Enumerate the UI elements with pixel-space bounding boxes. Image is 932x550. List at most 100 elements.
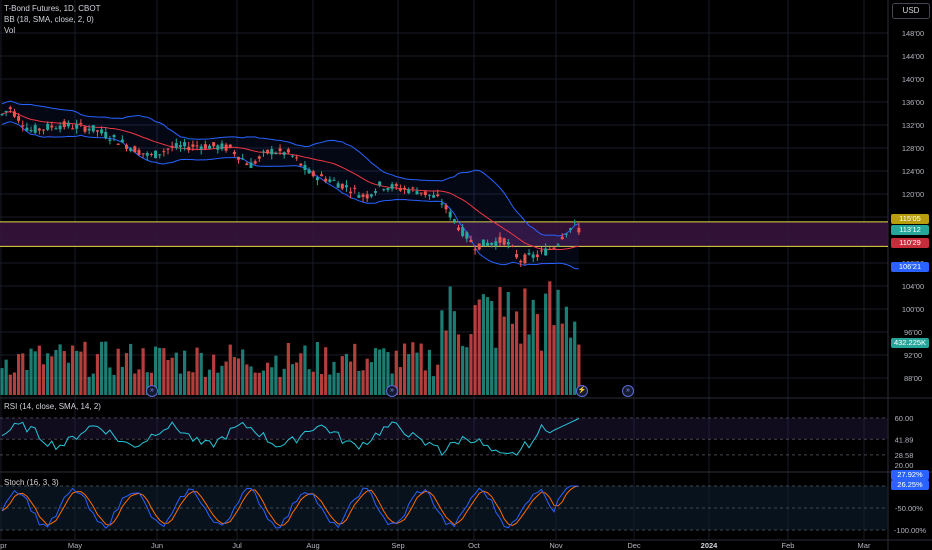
volume-bar: [166, 360, 170, 395]
candle: [253, 161, 257, 164]
bb-upper-band: [1, 100, 580, 237]
volume-bar: [91, 373, 95, 395]
candle: [361, 194, 365, 197]
volume-bar: [456, 334, 461, 395]
volume-bar: [490, 300, 494, 395]
candle: [523, 254, 527, 264]
candle: [315, 177, 319, 181]
volume-bar: [390, 373, 394, 395]
bb-indicator-label[interactable]: BB (18, SMA, close, 2, 0): [4, 15, 94, 24]
volume-bar: [104, 341, 108, 395]
candle: [490, 242, 494, 245]
candle: [427, 194, 431, 196]
volume-indicator-label[interactable]: Vol: [4, 26, 16, 35]
candle: [66, 122, 70, 127]
volume-bar: [419, 343, 423, 395]
candle: [398, 188, 402, 191]
scroll-to-realtime-icon[interactable]: »: [622, 385, 634, 397]
volume-bar: [266, 362, 270, 395]
currency-button[interactable]: USD: [892, 3, 930, 19]
volume-bar: [465, 347, 469, 395]
candle: [208, 145, 211, 149]
candle: [444, 205, 448, 210]
candle: [369, 194, 373, 197]
candle: [87, 128, 91, 131]
candle: [145, 153, 149, 156]
volume-bar: [66, 362, 70, 395]
candle: [257, 156, 261, 159]
candle: [573, 221, 577, 223]
volume-bar: [315, 341, 319, 395]
candle: [158, 154, 162, 156]
volume-bar: [41, 364, 46, 395]
rsi-line: [1, 418, 580, 457]
candle: [548, 249, 552, 251]
candle: [560, 236, 564, 239]
candle: [170, 146, 174, 148]
volume-bar: [83, 341, 87, 395]
volume-bar: [95, 354, 100, 395]
volume-bar: [452, 311, 456, 395]
candle: [556, 244, 560, 246]
candle: [282, 152, 286, 155]
volume-bar: [183, 350, 187, 395]
rsi-tick-label: 60.00: [895, 414, 914, 423]
expand-arrow-icon[interactable]: »: [386, 385, 398, 397]
candle: [440, 203, 444, 205]
volume-bar: [535, 313, 539, 395]
candle: [266, 149, 270, 154]
candle: [58, 125, 62, 130]
candle: [515, 253, 519, 258]
volume-bar: [552, 325, 556, 395]
candle: [461, 227, 465, 237]
volume-bar: [369, 362, 373, 395]
rsi-indicator-label[interactable]: RSI (14, close, SMA, 14, 2): [4, 402, 101, 411]
stoch-d-badge: 26.25%: [891, 480, 929, 490]
volume-bar: [170, 357, 174, 395]
candle: [394, 184, 398, 187]
candle: [0, 114, 4, 116]
volume-bar: [556, 289, 560, 395]
volume-bar: [527, 334, 531, 395]
volume-bar: [332, 361, 336, 395]
volume-bar: [461, 345, 465, 395]
rsi-tick-label: 41.89: [895, 435, 914, 444]
volume-bar: [515, 311, 519, 395]
candle: [502, 238, 506, 245]
price-zone: [0, 221, 888, 247]
candle: [311, 171, 315, 177]
candle: [336, 183, 340, 188]
volume-bar: [519, 343, 523, 395]
volume-bar: [145, 372, 149, 395]
time-axis-label: Aug: [306, 541, 319, 550]
candle: [116, 143, 120, 145]
stoch-indicator-label[interactable]: Stoch (16, 3, 3): [4, 478, 59, 487]
volume-bar: [423, 370, 427, 395]
candle: [71, 128, 75, 130]
stoch-k-badge: 27.92%: [891, 470, 929, 480]
candle: [100, 129, 104, 134]
volume-bar: [357, 370, 361, 395]
rsi-tick-label: 28.58: [895, 451, 914, 460]
volume-bar: [224, 361, 228, 395]
candle: [423, 191, 427, 196]
candle: [166, 148, 170, 150]
lightning-icon[interactable]: ⚡: [576, 385, 588, 397]
candle: [42, 129, 45, 131]
candle: [249, 162, 253, 168]
volume-badge: 432.225K: [891, 338, 929, 348]
volume-bar: [149, 372, 153, 395]
volume-bar: [427, 349, 432, 395]
candle: [353, 187, 357, 189]
volume-bar: [207, 369, 212, 395]
volume-bar: [195, 347, 199, 395]
volume-bar: [29, 348, 33, 395]
volume-bar: [270, 367, 274, 395]
expand-arrow-icon[interactable]: »: [146, 385, 158, 397]
volume-bar: [564, 306, 568, 395]
candle: [120, 139, 124, 143]
volume-bar: [178, 373, 183, 395]
candle: [436, 194, 440, 197]
candle: [386, 188, 390, 191]
